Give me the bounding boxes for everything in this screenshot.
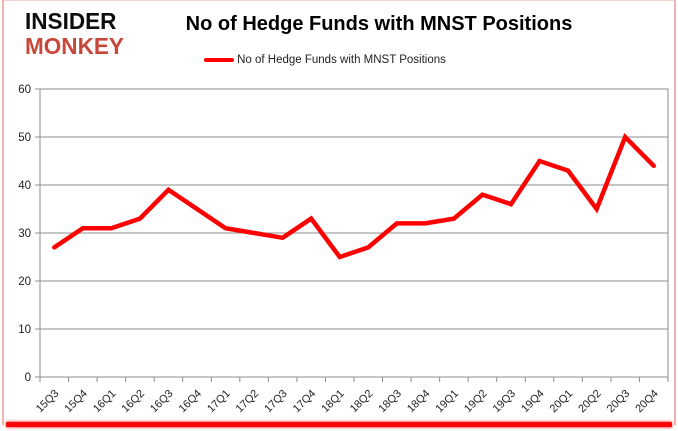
series-line — [52, 132, 656, 260]
y-tick-label: 30 — [18, 228, 31, 240]
x-tick-label: 15Q3 — [34, 388, 62, 416]
top-border — [2, 0, 676, 1]
y-tick-label: 50 — [18, 132, 31, 144]
y-tick-label: 60 — [18, 84, 31, 96]
y-tick-label: 0 — [25, 372, 31, 384]
x-tick-label: 16Q1 — [91, 388, 119, 416]
x-tick-label: 18Q3 — [376, 388, 404, 416]
logo-line2: MONKEY — [25, 33, 124, 59]
left-border — [2, 0, 4, 425]
x-tick-label: 20Q3 — [605, 388, 633, 416]
x-tick-label: 17Q3 — [262, 388, 290, 416]
x-tick-label: 18Q1 — [319, 388, 347, 416]
legend: No of Hedge Funds with MNST Positions — [0, 54, 650, 66]
x-tick-label: 16Q2 — [120, 388, 148, 416]
bottom-red-bar — [6, 422, 672, 427]
legend-label: No of Hedge Funds with MNST Positions — [237, 54, 446, 66]
x-tick-label: 17Q4 — [291, 388, 319, 416]
page-title: No of Hedge Funds with MNST Positions — [185, 13, 573, 35]
x-tick-label: 19Q2 — [462, 388, 490, 416]
x-tick-label: 18Q4 — [405, 388, 433, 416]
x-tick-label: 16Q4 — [177, 388, 205, 416]
y-tick-label: 20 — [18, 276, 31, 288]
x-tick-label: 19Q3 — [491, 388, 519, 416]
insider-monkey-logo: INSIDER MONKEY — [25, 9, 124, 58]
x-tick-label: 15Q4 — [62, 388, 90, 416]
legend-line-swatch — [204, 58, 235, 62]
y-tick-label: 10 — [18, 324, 31, 336]
x-tick-label: 20Q1 — [548, 388, 576, 416]
x-tick-label: 19Q1 — [434, 388, 462, 416]
x-tick-label: 18Q2 — [348, 388, 376, 416]
x-tick-label: 17Q2 — [234, 388, 262, 416]
x-tick-label: 17Q1 — [205, 388, 233, 416]
right-border — [674, 0, 676, 425]
logo-line1: INSIDER — [25, 8, 117, 34]
x-tick-label: 19Q4 — [519, 388, 547, 416]
x-tick-label: 20Q4 — [633, 388, 661, 416]
x-tick-label: 16Q3 — [148, 388, 176, 416]
x-tick-label: 20Q2 — [576, 388, 604, 416]
y-tick-label: 40 — [18, 180, 31, 192]
